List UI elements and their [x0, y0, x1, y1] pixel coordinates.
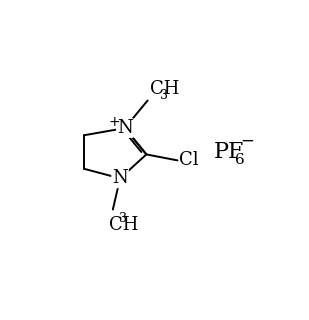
Text: CH: CH: [150, 80, 179, 98]
Text: CH: CH: [109, 216, 139, 234]
Text: −: −: [240, 133, 254, 150]
Text: 3: 3: [119, 212, 127, 225]
Text: 6: 6: [235, 153, 244, 167]
Text: N: N: [117, 119, 133, 137]
Text: 3: 3: [159, 89, 167, 102]
Text: PF: PF: [214, 141, 244, 163]
Text: +: +: [109, 115, 121, 129]
Text: N: N: [112, 169, 128, 188]
Text: Cl: Cl: [180, 151, 199, 169]
